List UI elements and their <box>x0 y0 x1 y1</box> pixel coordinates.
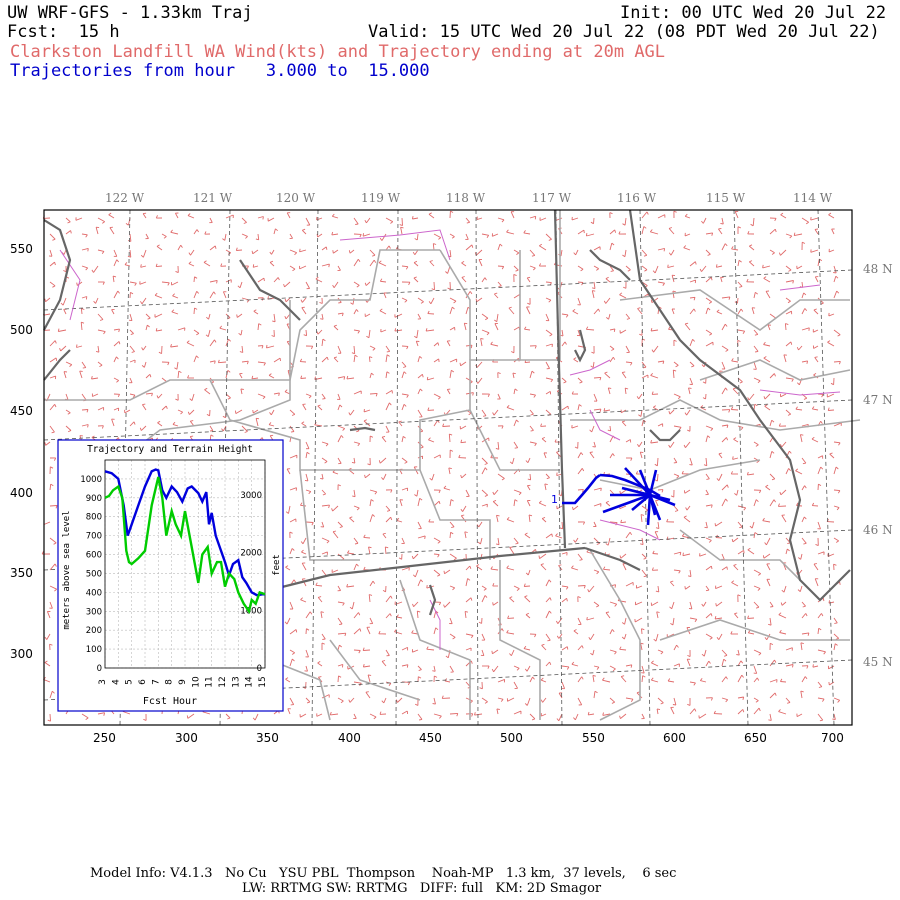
inset-series-1 <box>104 476 266 615</box>
inset-xtick-8: 11 <box>205 676 215 687</box>
inset-xtick-3: 6 <box>138 679 148 685</box>
lonlabels-item-8: 114 W <box>793 191 833 205</box>
inset-ytick-left-1: 100 <box>86 645 102 655</box>
inset-xtick-11: 14 <box>245 676 255 688</box>
trajectory-paths <box>562 467 676 526</box>
inset-ytick-left-7: 700 <box>86 532 102 542</box>
header-valid-time: Valid: 15 UTC Wed 20 Jul 22 (08 PDT Wed … <box>368 22 880 42</box>
inset-ytick-left-0: 0 <box>97 664 102 674</box>
lonlabels-item-3: 119 W <box>361 191 401 205</box>
inset-xtick-0: 3 <box>98 679 108 685</box>
inset-ytick-right-1: 1000 <box>240 606 262 616</box>
trajectory-start-label: 1 <box>551 493 558 506</box>
inset-ytick-left-9: 900 <box>86 494 102 504</box>
xticks-item-5: 500 <box>500 731 523 745</box>
inset-xtick-5: 8 <box>165 679 175 685</box>
lonlabels-item-0: 122 W <box>105 191 145 205</box>
inset-ytick-left-10: 1000 <box>80 475 102 485</box>
header-forecast-hour: Fcst: 15 h <box>7 22 120 42</box>
inset-xtick-9: 12 <box>218 676 228 687</box>
footer-model-info-line1: Model Info: V4.1.3 No Cu YSU PBL Thompso… <box>90 866 677 881</box>
inset-ytick-left-8: 800 <box>86 513 102 523</box>
lonlabels-item-5: 117 W <box>532 191 572 205</box>
header-trajectory-range: Trajectories from hour 3.000 to 15.000 <box>10 61 430 81</box>
inset-xtick-10: 13 <box>231 676 241 687</box>
yticks-item-2: 450 <box>10 404 33 418</box>
inset-ytick-left-3: 300 <box>86 607 102 617</box>
inset-xtick-4: 7 <box>151 679 161 685</box>
inset-ytick-right-0: 0 <box>257 664 262 674</box>
xticks-item-0: 250 <box>93 731 116 745</box>
xticks-item-6: 550 <box>582 731 605 745</box>
yticks-item-5: 300 <box>10 647 33 661</box>
lonlabels-item-4: 118 W <box>446 191 486 205</box>
map-frame <box>43 209 853 726</box>
xticks-item-3: 400 <box>338 731 361 745</box>
inset-plot-frame <box>104 459 266 669</box>
xticks-item-1: 300 <box>175 731 198 745</box>
yticks-item-0: 550 <box>10 242 33 256</box>
xticks-item-2: 350 <box>256 731 279 745</box>
inset-xtick-6: 9 <box>178 679 188 685</box>
inset-ylabel-left: meters above sea level <box>62 510 72 629</box>
yticks-item-4: 350 <box>10 566 33 580</box>
lonlabels-item-2: 120 W <box>276 191 316 205</box>
lonlabels-item-7: 115 W <box>706 191 746 205</box>
inset-xtick-2: 5 <box>125 679 135 685</box>
inset-series-0 <box>104 468 265 597</box>
header-model-title: UW WRF-GFS - 1.33km Traj <box>7 3 253 23</box>
state-borders <box>43 209 851 616</box>
xticks-item-9: 700 <box>821 731 844 745</box>
inset-xtick-1: 4 <box>111 679 121 685</box>
inset-ytick-right-2: 2000 <box>240 549 262 559</box>
inset-xlabel: Fcst Hour <box>143 696 197 707</box>
inset-panel: Trajectory and Terrain Height 3 4 5 6 7 8 9 10 1… <box>57 439 284 712</box>
inset-title: Trajectory and Terrain Height <box>87 444 253 455</box>
yticks-item-3: 400 <box>10 486 33 500</box>
inset-ytick-left-5: 500 <box>86 569 102 579</box>
footer-model-info-line2: LW: RRTMG SW: RRTMG DIFF: full KM: 2D Sm… <box>242 881 602 896</box>
header-field-description: Clarkston Landfill WA Wind(kts) and Traj… <box>10 42 666 62</box>
inset-ytick-left-4: 400 <box>86 588 102 598</box>
xticks-item-8: 650 <box>744 731 767 745</box>
latlabels-item-1: 47 N <box>863 393 893 407</box>
inset-xtick-12: 15 <box>258 676 268 687</box>
inset-ytick-left-6: 600 <box>86 551 102 561</box>
latlabels-item-2: 46 N <box>863 523 893 537</box>
inset-ytick-right-3: 3000 <box>240 491 262 501</box>
header-init-time: Init: 00 UTC Wed 20 Jul 22 <box>620 3 887 23</box>
inset-ylabel-right: feet <box>272 554 282 576</box>
yticks-item-1: 500 <box>10 323 33 337</box>
latlabels-item-3: 45 N <box>863 655 893 669</box>
xticks-item-4: 450 <box>419 731 442 745</box>
lonlabels-item-6: 116 W <box>617 191 657 205</box>
latlabels-item-0: 48 N <box>863 262 893 276</box>
xticks-item-7: 600 <box>663 731 686 745</box>
lonlabels-item-1: 121 W <box>193 191 233 205</box>
inset-xtick-7: 10 <box>191 676 201 688</box>
inset-ytick-left-2: 200 <box>86 626 102 636</box>
inset-chart: 3 4 5 6 7 8 9 10 11 12 13 14 15 0 100 200 300 400 500 600 70… <box>80 459 268 688</box>
